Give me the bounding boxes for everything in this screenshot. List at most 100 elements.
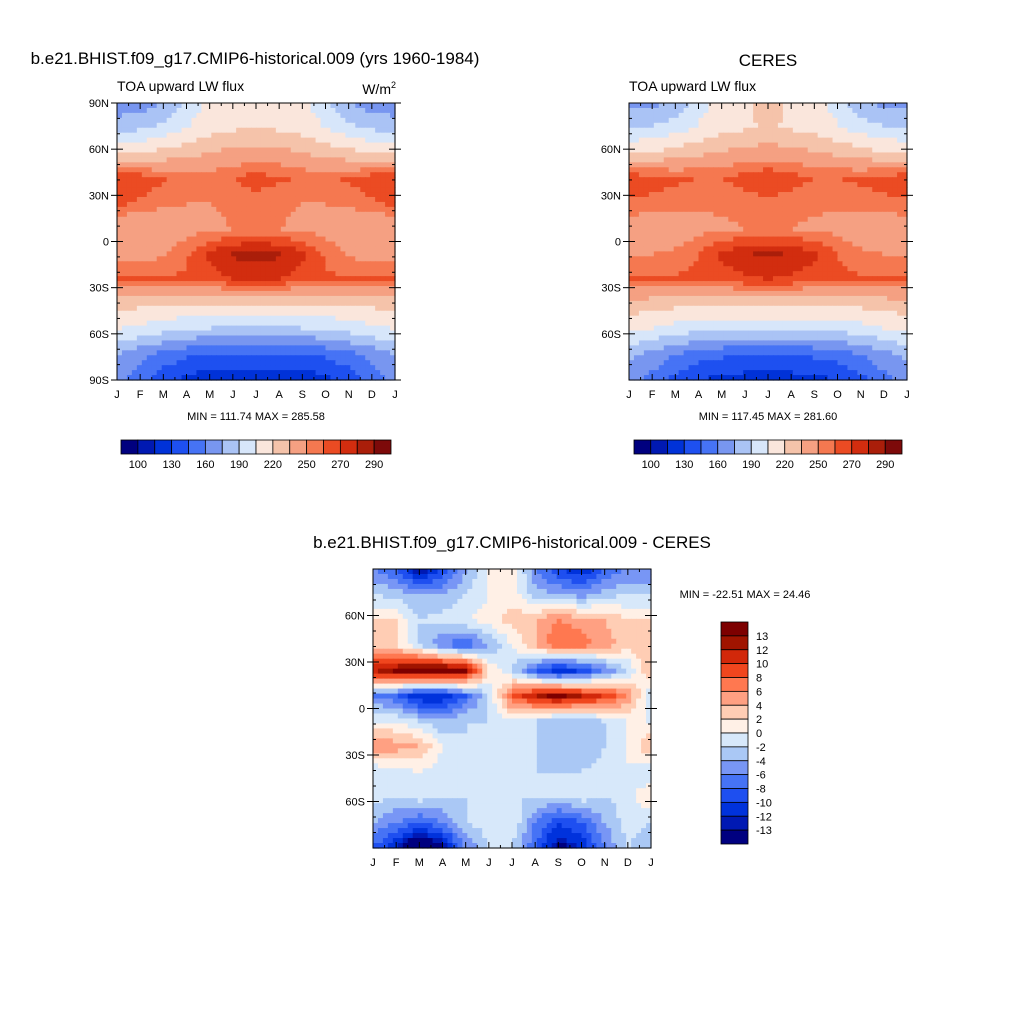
- model-cell: [290, 310, 297, 317]
- model-cell: [246, 167, 252, 173]
- model-cell: [246, 231, 252, 238]
- obs-cell: [629, 231, 635, 238]
- obs-cell: [693, 117, 700, 124]
- model-cell: [206, 335, 212, 342]
- model-cell: [191, 335, 198, 342]
- model-cell: [305, 281, 312, 287]
- model-cell: [191, 355, 198, 361]
- model-cell: [350, 177, 356, 183]
- model-cell: [151, 330, 158, 337]
- obs-cell: [847, 196, 853, 203]
- obs-cell: [633, 226, 640, 233]
- model-cell: [256, 117, 262, 124]
- model-cell: [350, 330, 356, 337]
- model-cell: [390, 325, 396, 332]
- model-cell: [166, 192, 173, 198]
- model-cell: [131, 276, 138, 282]
- obs-cell: [892, 231, 898, 238]
- model-cell: [340, 340, 346, 346]
- model-cell: [236, 310, 242, 317]
- obs-cell: [812, 147, 819, 154]
- obs-cell: [787, 147, 794, 154]
- model-cell: [390, 246, 396, 252]
- obs-cell: [758, 236, 764, 243]
- obs-cell: [728, 147, 734, 154]
- model-cell: [305, 221, 312, 228]
- model-cell: [365, 147, 371, 154]
- obs-cell: [872, 162, 878, 168]
- model-cell: [181, 375, 188, 381]
- model-cell: [181, 132, 188, 139]
- model-cell: [121, 310, 128, 317]
- obs-cell: [882, 192, 888, 198]
- obs-cell: [758, 122, 764, 129]
- model-cell: [345, 241, 351, 248]
- obs-cell: [807, 167, 814, 173]
- model-cell: [241, 221, 247, 228]
- obs-cell: [812, 103, 819, 109]
- model-cell: [385, 246, 391, 252]
- obs-cell: [842, 152, 849, 159]
- model-cell: [126, 320, 133, 327]
- model-cell: [226, 310, 232, 317]
- model-cell: [380, 103, 386, 109]
- model-cell: [300, 157, 307, 163]
- obs-cell: [733, 162, 739, 168]
- obs-cell: [629, 172, 635, 178]
- model-cell: [161, 221, 168, 228]
- model-cell: [320, 112, 327, 119]
- obs-cell: [658, 142, 665, 149]
- obs-cell: [902, 201, 908, 208]
- model-cell: [146, 226, 153, 233]
- model-cell: [310, 196, 317, 203]
- model-cell: [285, 127, 292, 134]
- model-cell: [211, 290, 217, 297]
- model-cell: [126, 375, 133, 381]
- obs-cell: [723, 162, 729, 168]
- model-cell: [320, 107, 327, 114]
- obs-cell: [713, 201, 719, 208]
- obs-cell: [678, 201, 685, 208]
- model-cell: [325, 325, 332, 332]
- model-cell: [151, 281, 158, 287]
- model-cell: [176, 137, 183, 144]
- model-cell: [176, 261, 183, 267]
- obs-cell: [892, 192, 898, 198]
- model-cell: [171, 192, 178, 198]
- model-cell: [136, 132, 143, 139]
- model-cell: [335, 330, 341, 337]
- model-cell: [265, 187, 272, 193]
- obs-cell: [688, 162, 695, 168]
- model-cell: [285, 196, 292, 203]
- obs-cell: [638, 127, 645, 134]
- model-cell: [300, 246, 307, 252]
- obs-cell: [807, 246, 814, 252]
- model-cell: [156, 350, 163, 356]
- model-cell: [385, 103, 391, 109]
- model-cell: [345, 187, 351, 193]
- model-cell: [285, 221, 292, 228]
- model-cell: [375, 355, 381, 361]
- obs-cell: [713, 132, 719, 139]
- model-cell: [285, 177, 292, 183]
- model-cell: [221, 132, 227, 139]
- obs-cell: [658, 127, 665, 134]
- model-cell: [256, 276, 262, 282]
- obs-cell: [772, 236, 779, 243]
- obs-cell: [743, 246, 749, 252]
- model-cell: [275, 177, 282, 183]
- obs-cell: [683, 137, 690, 144]
- obs-cell: [658, 167, 665, 173]
- obs-cell: [753, 211, 759, 218]
- model-cell: [226, 221, 232, 228]
- model-cell: [360, 152, 366, 159]
- model-cell: [126, 335, 133, 342]
- model-cell: [126, 305, 133, 312]
- model-cell: [206, 276, 212, 282]
- model-cell: [325, 167, 332, 173]
- obs-cell: [792, 103, 799, 109]
- model-cell: [275, 103, 282, 109]
- model-cell: [315, 350, 322, 356]
- model-cell: [350, 107, 356, 114]
- model-cell: [246, 182, 252, 188]
